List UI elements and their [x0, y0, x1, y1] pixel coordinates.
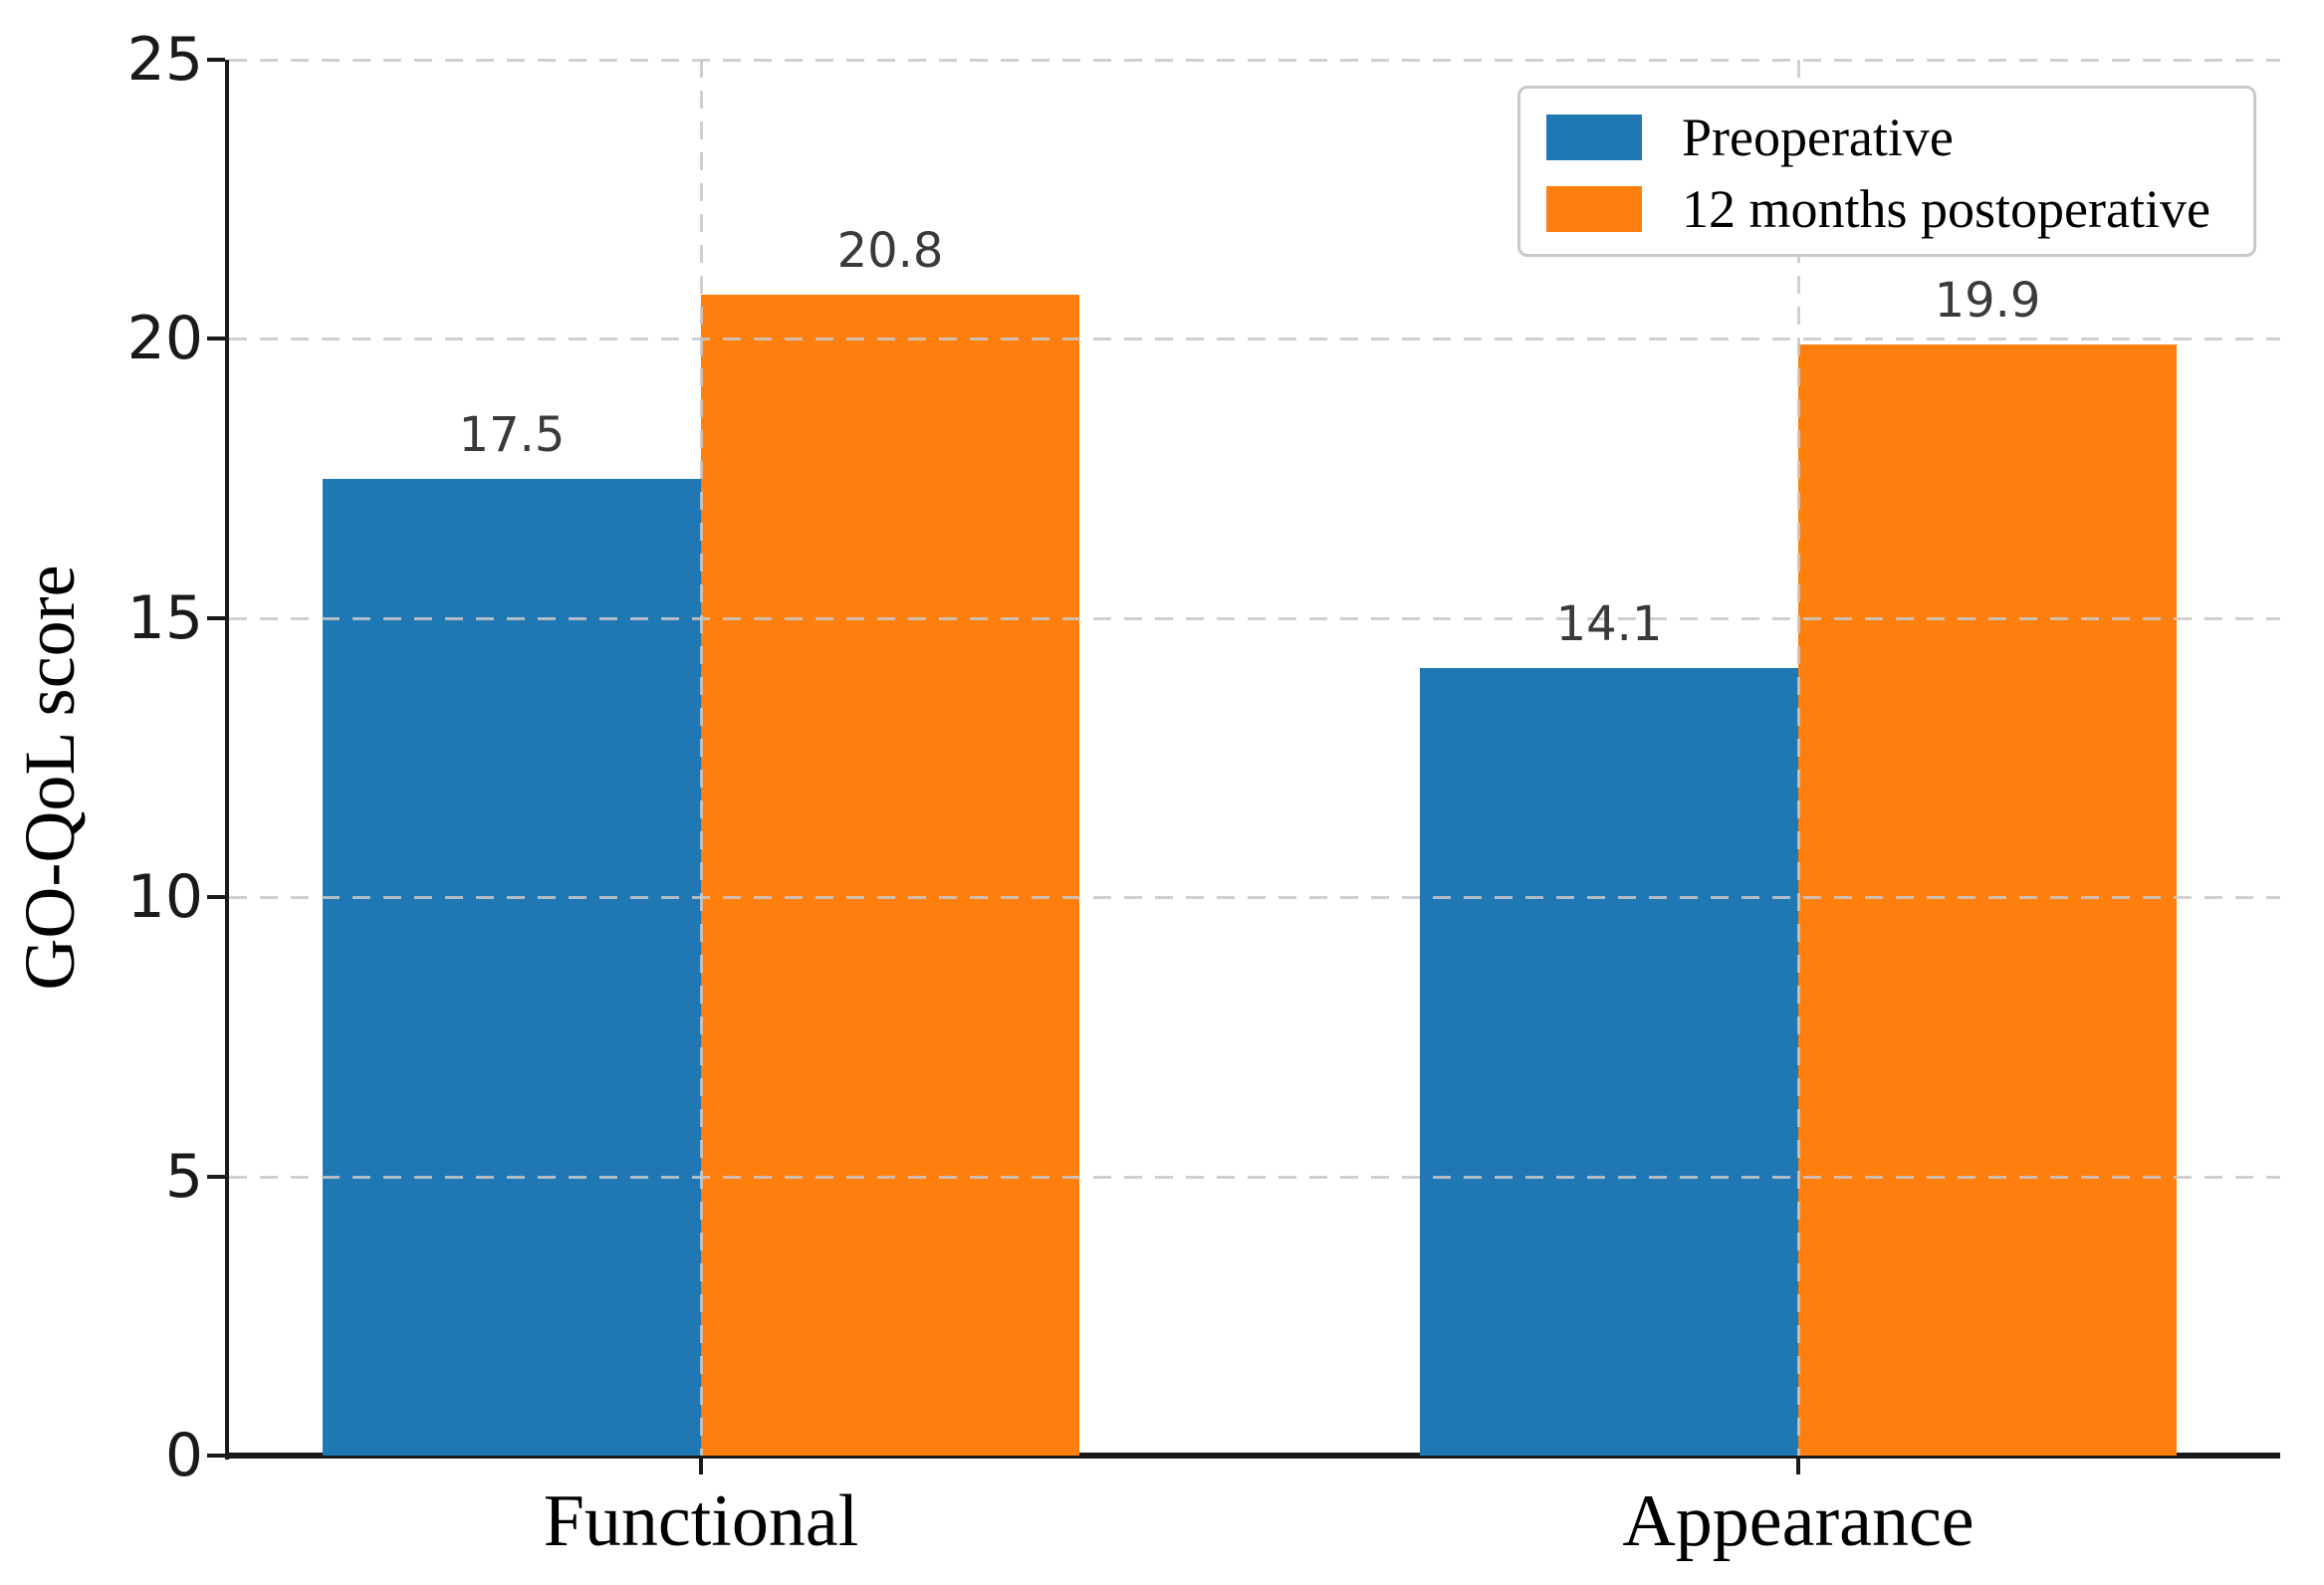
legend-swatch [1546, 114, 1642, 160]
gridline-h [229, 338, 2280, 341]
legend-item: Preoperative [1520, 107, 2253, 168]
bar-preoperative [323, 478, 701, 1456]
gridline-h [229, 896, 2280, 900]
plot-area: 17.5 14.1 20.8 19.9 [229, 59, 2280, 1456]
bar-value-label: 19.9 [1934, 273, 2041, 329]
legend-label: 12 months postoperative [1682, 179, 2210, 239]
y-tick-mark [207, 1454, 225, 1458]
y-tick-mark [207, 337, 225, 341]
y-tick-label: 20 [126, 304, 203, 374]
bar-postoperative [1798, 344, 2177, 1456]
legend-swatch [1546, 186, 1642, 232]
y-tick-label: 25 [126, 25, 203, 95]
bar-value-label: 14.1 [1555, 596, 1663, 653]
y-tick-label: 15 [126, 582, 203, 653]
y-axis-label: GO-QoL score [10, 565, 90, 991]
y-tick-mark [207, 895, 225, 900]
legend-label: Preoperative [1682, 108, 1954, 167]
legend-item: 12 months postoperative [1520, 178, 2253, 240]
x-tick-mark [1796, 1459, 1800, 1474]
y-tick-label: 5 [164, 1141, 203, 1212]
gridline-h [229, 59, 2280, 62]
x-category-label: Appearance [1622, 1480, 1975, 1562]
gridline-h [229, 616, 2280, 620]
bar-value-label: 20.8 [836, 222, 944, 279]
gridline-v [1797, 60, 1800, 1456]
bar-preoperative [1420, 668, 1798, 1456]
y-tick-mark [207, 58, 225, 62]
y-tick-label: 10 [126, 862, 203, 933]
legend: Preoperative 12 months postoperative [1517, 86, 2256, 257]
bar-value-label: 17.5 [458, 406, 566, 463]
bar-postoperative [701, 294, 1079, 1456]
y-axis-spine [225, 60, 229, 1460]
x-tick-mark [699, 1459, 703, 1474]
y-tick-label: 0 [164, 1421, 203, 1490]
x-category-label: Functional [543, 1480, 859, 1562]
y-tick-mark [207, 1174, 225, 1179]
gridline-h [229, 1175, 2280, 1179]
y-tick-mark [207, 615, 225, 620]
x-axis-spine [225, 1453, 2280, 1459]
gridline-v [700, 60, 703, 1456]
